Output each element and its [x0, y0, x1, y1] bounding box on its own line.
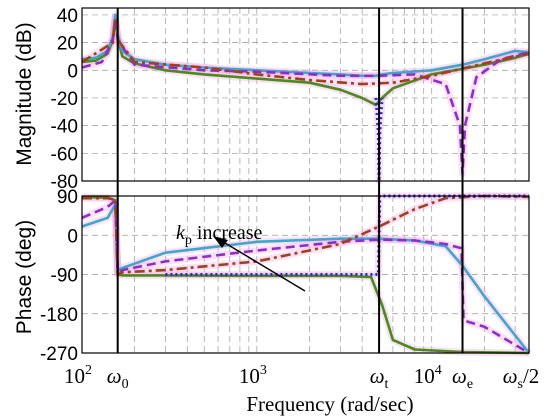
x-tick-label: 103: [239, 363, 267, 388]
series-line-brown: [81, 16, 530, 86]
x-tick-label: 102: [64, 363, 92, 388]
y-tick-label: -270: [40, 344, 78, 365]
phase-grid: [82, 196, 529, 353]
x-tick-labels: 102 103 104 ω0 ωt ωe ωs/2: [64, 363, 539, 392]
kp-increase-annotation: kp increase: [176, 222, 306, 292]
magnitude-y-label: Magnitude (dB): [13, 22, 36, 166]
omega-0-label: ω0: [107, 364, 129, 392]
x-tick-label: 104: [414, 363, 442, 388]
frequency-marker-lines: [116, 8, 464, 353]
annotation-arrowhead: [213, 236, 228, 248]
series-line-brown: [82, 194, 530, 276]
omega-e-label: ωe: [452, 364, 473, 392]
y-tick-label: 40: [57, 6, 78, 27]
y-tick-label: 20: [57, 34, 78, 55]
annotation-arrow-line: [219, 239, 306, 292]
magnitude-axes-frame: [81, 7, 530, 182]
magnitude-y-ticks: 40 20 0 -20 -40 -60 -80: [51, 6, 78, 193]
y-tick-label: -60: [51, 144, 78, 165]
y-tick-label: 0: [67, 61, 78, 82]
y-tick-label: 90: [57, 187, 78, 208]
y-tick-label: -90: [51, 266, 78, 287]
phase-y-ticks: 90 0 -90 -180 -270: [40, 187, 78, 365]
omega-s-label: ωs/2: [503, 364, 540, 392]
y-tick-label: 0: [67, 226, 78, 247]
y-tick-label: -40: [51, 117, 78, 138]
phase-y-label: Phase (deg): [13, 220, 36, 334]
annotation-text: kp increase: [176, 222, 263, 248]
y-tick-label: -20: [51, 89, 78, 110]
y-tick-label: -180: [40, 305, 78, 326]
magnitude-grid: [82, 8, 529, 181]
omega-t-label: ωt: [370, 364, 389, 392]
series-line-blue: [165, 194, 529, 276]
x-axis-label: Frequency (rad/sec): [246, 392, 413, 416]
magnitude-series: [80, 11, 530, 185]
phase-axes-frame: [81, 195, 530, 354]
y-tick-label: -80: [51, 172, 78, 193]
